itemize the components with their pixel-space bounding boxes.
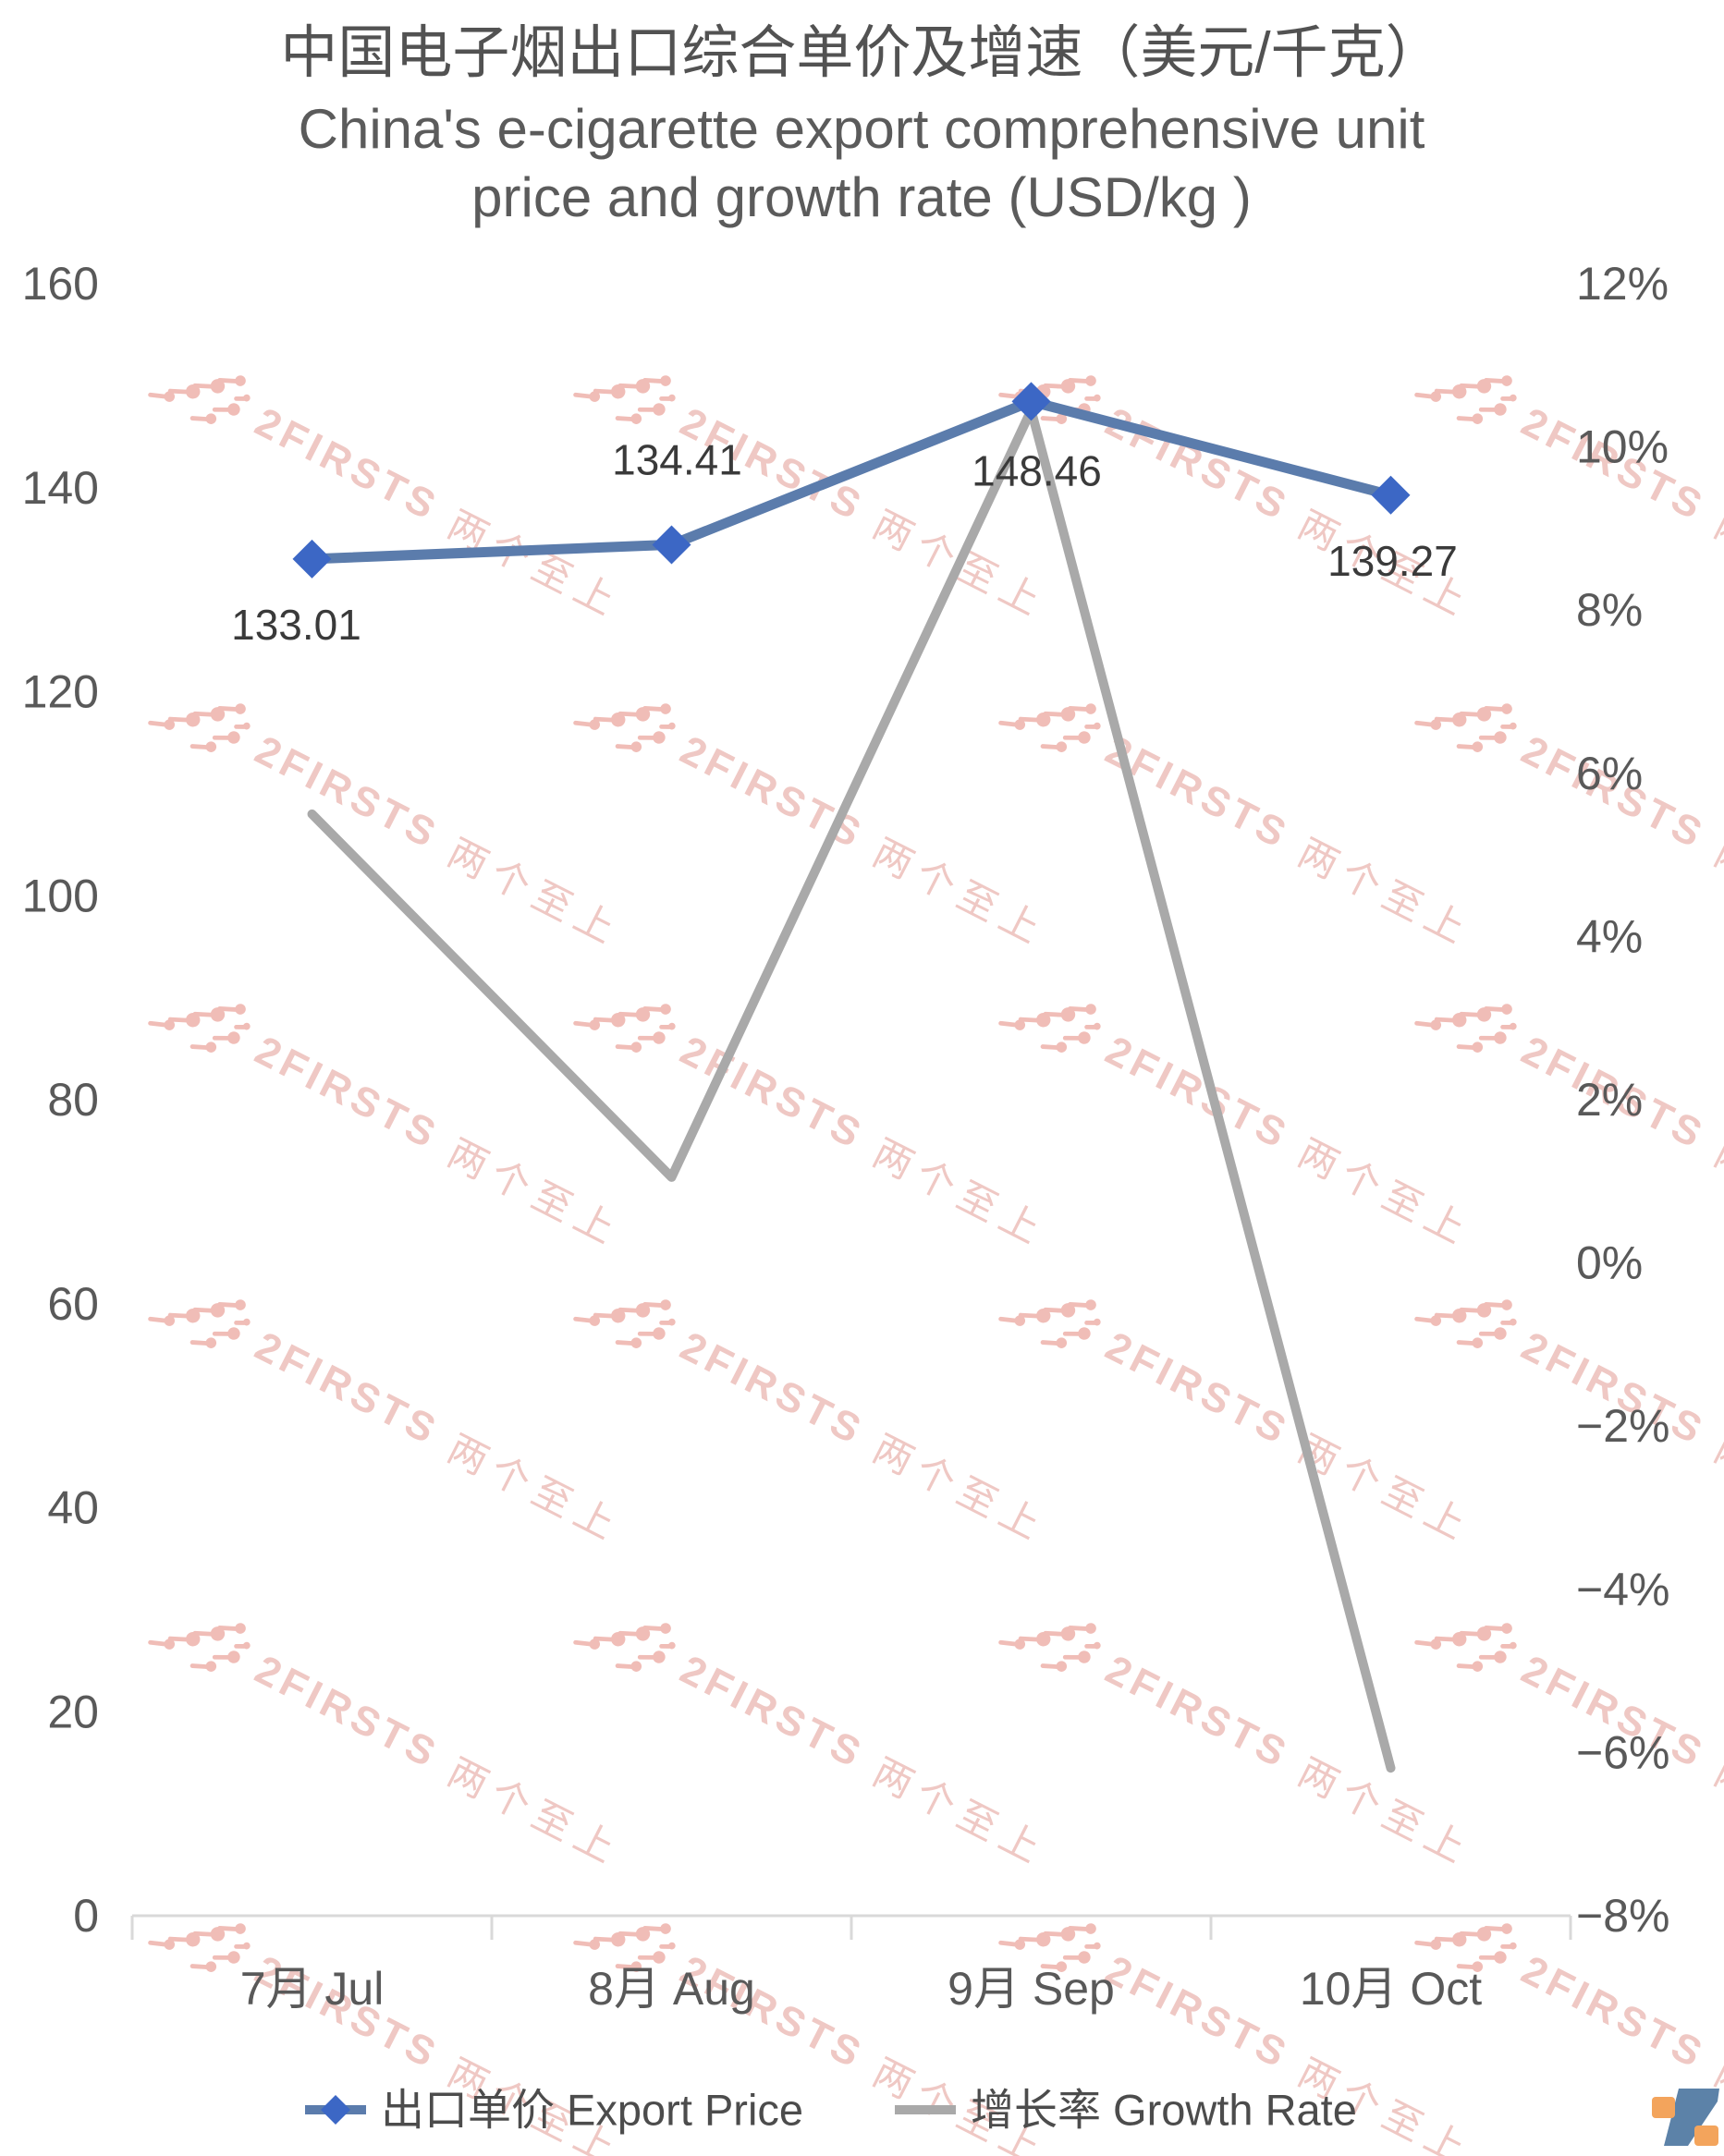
left-axis-tick-label: 40 xyxy=(47,1482,99,1534)
export-price-data-label: 139.27 xyxy=(1327,537,1458,585)
brand-logo xyxy=(1652,2089,1719,2146)
left-axis-tick-label: 160 xyxy=(22,258,99,310)
export-price-marker xyxy=(1011,382,1051,421)
right-axis-tick-label: 4% xyxy=(1576,910,1643,962)
brand-logo-z xyxy=(1664,2089,1719,2146)
legend-label-export-price: 出口单价 Export Price xyxy=(381,2086,803,2135)
right-axis-tick-label: 2% xyxy=(1576,1074,1643,1126)
chart-title: 中国电子烟出口综合单价及增速（美元/千克） China's e-cigarett… xyxy=(280,21,1442,228)
right-axis-tick-label: −6% xyxy=(1576,1726,1669,1778)
left-axis-tick-label: 20 xyxy=(47,1686,99,1737)
export-price-data-label: 134.41 xyxy=(612,435,742,483)
left-axis-tick-label: 0 xyxy=(73,1890,99,1942)
export-price-data-label: 133.01 xyxy=(231,601,361,649)
x-axis-category-label: 9月 Sep xyxy=(948,1963,1115,2015)
x-axis-category-label: 7月 Jul xyxy=(240,1963,385,2015)
brand-logo-square-bottom xyxy=(1694,2126,1718,2146)
right-axis-tick-label: 0% xyxy=(1576,1237,1643,1289)
right-axis-tick-label: −2% xyxy=(1576,1400,1669,1452)
right-axis-tick-label: −8% xyxy=(1576,1890,1669,1942)
right-axis-tick-label: 6% xyxy=(1576,748,1643,799)
left-axis-tick-label: 100 xyxy=(22,870,99,921)
left-axis-tick-label: 60 xyxy=(47,1278,99,1330)
export-price-marker xyxy=(292,539,332,579)
right-axis: 12% 10% 8% 6% 4% 2% 0% −2% −4% −6% −8% xyxy=(1576,258,1669,1942)
growth-rate-line xyxy=(307,405,1396,1773)
x-axis-category-label: 10月 Oct xyxy=(1300,1963,1482,2015)
chart-title-en-line2: price and growth rate (USD/kg ) xyxy=(471,166,1252,228)
legend: 出口单价 Export Price 增长率 Growth Rate xyxy=(305,2086,1357,2135)
legend-label-growth-rate: 增长率 Growth Rate xyxy=(971,2086,1357,2135)
x-axis: 7月 Jul 8月 Aug 9月 Sep 10月 Oct xyxy=(130,1914,1572,2015)
right-axis-tick-label: −4% xyxy=(1576,1564,1669,1615)
chart-title-en-line1: China's e-cigarette export comprehensive… xyxy=(299,98,1425,160)
left-axis-tick-label: 140 xyxy=(22,462,99,514)
export-price-data-label: 148.46 xyxy=(972,446,1102,494)
export-price-marker xyxy=(652,525,691,565)
series-layer: 133.01 134.41 148.46 139.27 xyxy=(231,382,1458,1773)
left-axis-tick-label: 80 xyxy=(47,1074,99,1126)
right-axis-tick-label: 12% xyxy=(1576,258,1669,310)
export-price-marker xyxy=(1371,475,1411,515)
x-axis-category-label: 8月 Aug xyxy=(588,1963,755,2015)
right-axis-tick-label: 10% xyxy=(1576,421,1669,473)
chart-title-cn: 中国电子烟出口综合单价及增速（美元/千克） xyxy=(280,21,1442,85)
right-axis-tick-label: 8% xyxy=(1576,584,1643,636)
left-axis-tick-label: 120 xyxy=(22,666,99,718)
legend-swatch-export-price-marker xyxy=(321,2095,350,2125)
left-axis: 160 140 120 100 80 60 40 20 0 xyxy=(22,258,99,1942)
export-price-line xyxy=(307,396,1396,565)
brand-logo-square-top xyxy=(1652,2097,1675,2118)
